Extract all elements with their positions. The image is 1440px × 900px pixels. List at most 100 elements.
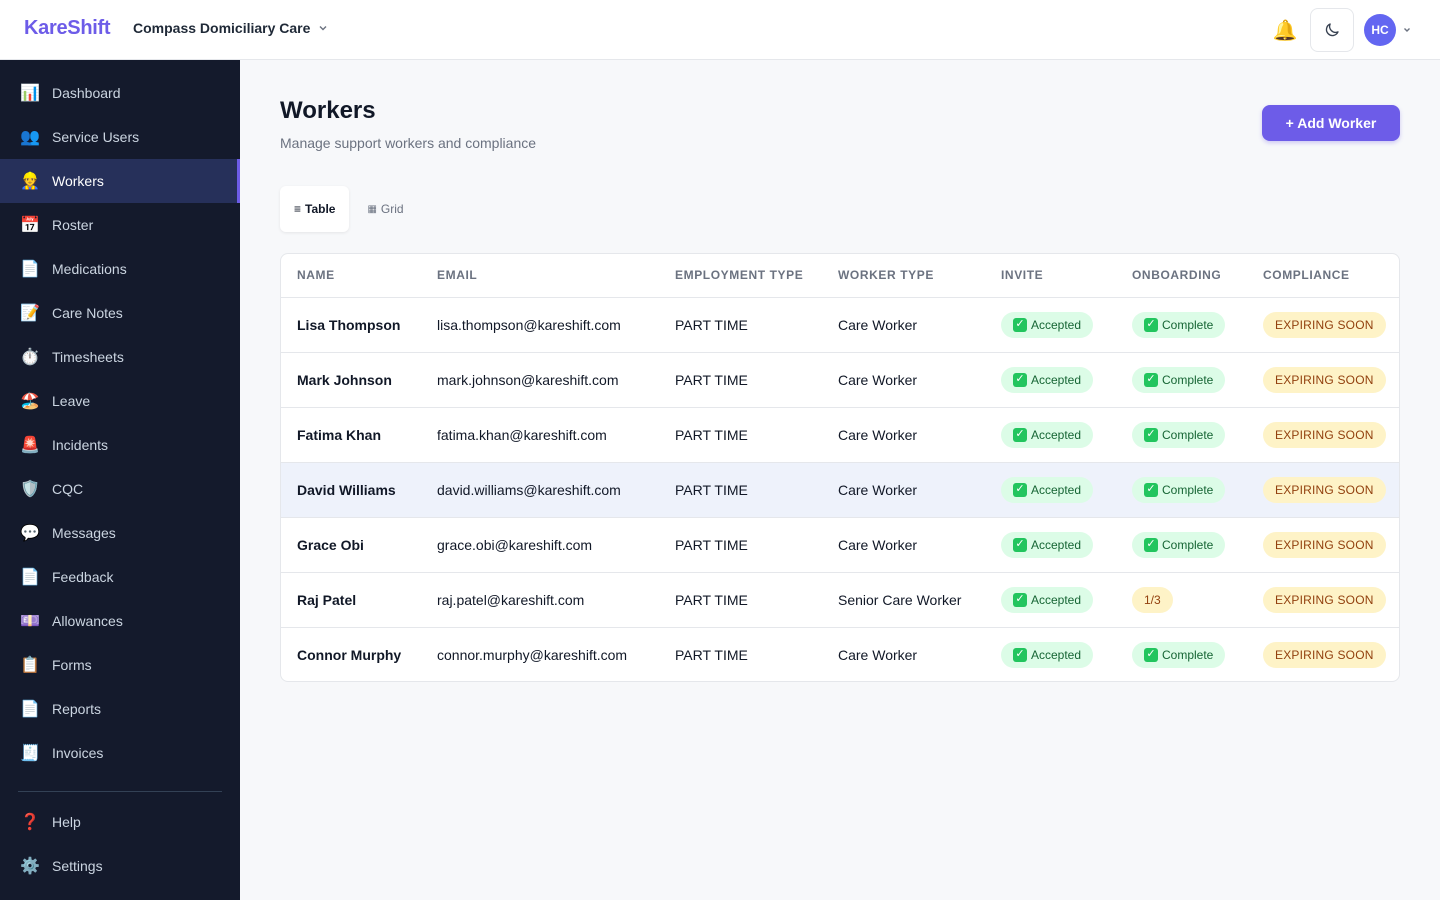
notification-bell-icon[interactable]: 🔔 [1272,19,1298,42]
badge-label: Complete [1162,372,1214,387]
column-header-worker-type[interactable]: WORKER TYPE [822,254,985,298]
compliance-status-badge: EXPIRING SOON [1263,311,1386,338]
badge-label: Accepted [1031,592,1082,607]
onboarding-status-badge: ✓ Complete [1132,531,1226,558]
speech-bubble-icon: 💬 [20,525,40,542]
clipboard-icon: 📋 [20,657,40,674]
table-row[interactable]: Raj Patel raj.patel@kareshift.com PART T… [281,572,1399,627]
top-bar: KareShift Compass Domiciliary Care 🔔 HC [0,0,1440,60]
workers-table: NAME EMAIL EMPLOYMENT TYPE WORKER TYPE I… [281,254,1399,681]
check-icon: ✓ [1144,427,1158,442]
sidebar: 📊 Dashboard 👥 Service Users 👷 Workers 📅 Rost… [0,60,240,900]
column-header-compliance[interactable]: COMPLIANCE [1247,254,1399,298]
table-header-row: NAME EMAIL EMPLOYMENT TYPE WORKER TYPE I… [281,254,1399,298]
receipt-icon: 🧾 [20,745,40,762]
worker-type: Care Worker [838,646,918,663]
onboarding-progress-badge: 1/3 [1132,586,1173,613]
org-switcher[interactable]: Compass Domiciliary Care [133,20,328,36]
employment-type: PART TIME [675,426,748,443]
check-icon: ✓ [1013,482,1027,497]
grid-view-label: Grid [380,202,404,216]
sidebar-item-label: Leave [52,393,91,409]
org-name: Compass Domiciliary Care [133,20,311,36]
user-menu[interactable]: HC [1364,14,1412,46]
table-row[interactable]: Fatima Khan fatima.khan@kareshift.com PA… [281,407,1399,462]
chevron-down-icon [319,26,327,31]
worker-email: raj.patel@kareshift.com [437,591,585,608]
sidebar-item-invoices[interactable]: 🧾 Invoices [0,731,240,775]
sidebar-item-medications[interactable]: 📄 Medications [0,247,240,291]
sidebar-item-help[interactable]: ❓ Help [0,800,240,844]
document-icon: 📄 [20,569,40,586]
grid-view-button[interactable]: ▦ Grid [353,186,417,232]
sidebar-item-feedback[interactable]: 📄 Feedback [0,555,240,599]
worker-icon: 👷 [20,173,40,190]
sidebar-item-forms[interactable]: 📋 Forms [0,643,240,687]
sidebar-item-allowances[interactable]: 💷 Allowances [0,599,240,643]
check-icon: ✓ [1013,537,1027,552]
compliance-status-badge: EXPIRING SOON [1263,586,1386,613]
worker-type: Care Worker [838,536,918,553]
sidebar-item-care-notes[interactable]: 📝 Care Notes [0,291,240,335]
invite-status-badge: ✓ Accepted [1001,476,1094,503]
sidebar-item-label: Messages [52,525,116,541]
table-view-button[interactable]: ≡ Table [280,186,350,232]
employment-type: PART TIME [675,591,748,608]
stopwatch-icon: ⏱️ [20,349,40,366]
column-header-onboarding[interactable]: ONBOARDING [1116,254,1247,298]
invite-status-badge: ✓ Accepted [1001,366,1094,393]
table-row[interactable]: Mark Johnson mark.johnson@kareshift.com … [281,352,1399,407]
chevron-down-icon [1404,28,1410,32]
sidebar-item-label: Roster [52,217,94,233]
column-header-name[interactable]: NAME [281,254,421,298]
money-icon: 💷 [20,613,40,630]
employment-type: PART TIME [675,481,748,498]
worker-name: David Williams [297,481,396,498]
column-header-employment-type[interactable]: EMPLOYMENT TYPE [659,254,822,298]
check-icon: ✓ [1013,647,1027,662]
invite-status-badge: ✓ Accepted [1001,421,1094,448]
check-icon: ✓ [1144,317,1158,332]
worker-type: Care Worker [838,371,918,388]
badge-label: Complete [1162,482,1214,497]
compliance-status-badge: EXPIRING SOON [1263,641,1386,668]
sidebar-item-dashboard[interactable]: 📊 Dashboard [0,71,240,115]
check-icon: ✓ [1013,317,1027,332]
sidebar-item-roster[interactable]: 📅 Roster [0,203,240,247]
sidebar-item-service-users[interactable]: 👥 Service Users [0,115,240,159]
compliance-status-badge: EXPIRING SOON [1263,476,1386,503]
sidebar-item-label: Dashboard [52,85,121,101]
column-header-email[interactable]: EMAIL [421,254,659,298]
sidebar-item-incidents[interactable]: 🚨 Incidents [0,423,240,467]
table-row[interactable]: David Williams david.williams@kareshift.… [281,462,1399,517]
sidebar-item-workers[interactable]: 👷 Workers [0,159,240,203]
sidebar-item-label: Service Users [52,129,140,145]
sidebar-item-messages[interactable]: 💬 Messages [0,511,240,555]
sidebar-item-reports[interactable]: 📄 Reports [0,687,240,731]
worker-email: grace.obi@kareshift.com [437,536,593,553]
compliance-status-badge: EXPIRING SOON [1263,366,1386,393]
onboarding-status-badge: ✓ Complete [1132,311,1226,338]
sidebar-item-settings[interactable]: ⚙️ Settings [0,844,240,888]
column-header-invite[interactable]: INVITE [985,254,1116,298]
table-row[interactable]: Lisa Thompson lisa.thompson@kareshift.co… [281,297,1399,352]
employment-type: PART TIME [675,536,748,553]
sidebar-item-leave[interactable]: 🏖️ Leave [0,379,240,423]
compliance-status-badge: EXPIRING SOON [1263,531,1386,558]
table-row[interactable]: Grace Obi grace.obi@kareshift.com PART T… [281,517,1399,572]
worker-type: Care Worker [838,426,918,443]
employment-type: PART TIME [675,316,748,333]
brand-logo[interactable]: KareShift [24,17,111,39]
dashboard-icon: 📊 [20,85,40,102]
page-title: Workers [280,97,376,124]
table-row[interactable]: Connor Murphy connor.murphy@kareshift.co… [281,627,1399,681]
sidebar-item-timesheets[interactable]: ⏱️ Timesheets [0,335,240,379]
badge-label: Complete [1162,317,1214,332]
sidebar-item-label: Workers [52,173,104,189]
sidebar-item-cqc[interactable]: 🛡️ CQC [0,467,240,511]
sidebar-nav: 📊 Dashboard 👥 Service Users 👷 Workers 📅 Rost… [0,71,240,791]
theme-toggle-button[interactable] [1310,8,1354,52]
add-worker-button[interactable]: + Add Worker [1262,105,1400,141]
main-content: Workers Manage support workers and compl… [240,60,1440,900]
sidebar-item-label: Help [52,814,81,830]
